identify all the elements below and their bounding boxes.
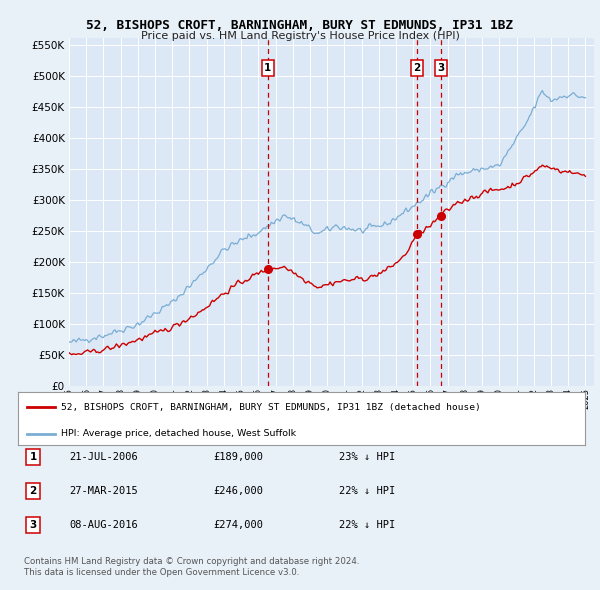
Text: 2: 2 bbox=[29, 486, 37, 496]
Text: Contains HM Land Registry data © Crown copyright and database right 2024.: Contains HM Land Registry data © Crown c… bbox=[24, 558, 359, 566]
Text: 2: 2 bbox=[413, 63, 421, 73]
Text: 1: 1 bbox=[29, 453, 37, 462]
Text: 52, BISHOPS CROFT, BARNINGHAM, BURY ST EDMUNDS, IP31 1BZ: 52, BISHOPS CROFT, BARNINGHAM, BURY ST E… bbox=[86, 19, 514, 32]
Text: 22% ↓ HPI: 22% ↓ HPI bbox=[339, 486, 395, 496]
Text: 3: 3 bbox=[437, 63, 445, 73]
Text: 22% ↓ HPI: 22% ↓ HPI bbox=[339, 520, 395, 530]
Text: HPI: Average price, detached house, West Suffolk: HPI: Average price, detached house, West… bbox=[61, 430, 296, 438]
Text: 52, BISHOPS CROFT, BARNINGHAM, BURY ST EDMUNDS, IP31 1BZ (detached house): 52, BISHOPS CROFT, BARNINGHAM, BURY ST E… bbox=[61, 403, 480, 412]
Text: 21-JUL-2006: 21-JUL-2006 bbox=[69, 453, 138, 462]
Text: Price paid vs. HM Land Registry's House Price Index (HPI): Price paid vs. HM Land Registry's House … bbox=[140, 31, 460, 41]
Text: 1: 1 bbox=[264, 63, 271, 73]
Text: £189,000: £189,000 bbox=[213, 453, 263, 462]
Text: £274,000: £274,000 bbox=[213, 520, 263, 530]
Text: 23% ↓ HPI: 23% ↓ HPI bbox=[339, 453, 395, 462]
Text: 27-MAR-2015: 27-MAR-2015 bbox=[69, 486, 138, 496]
Text: 3: 3 bbox=[29, 520, 37, 530]
Text: 08-AUG-2016: 08-AUG-2016 bbox=[69, 520, 138, 530]
Text: £246,000: £246,000 bbox=[213, 486, 263, 496]
Text: This data is licensed under the Open Government Licence v3.0.: This data is licensed under the Open Gov… bbox=[24, 568, 299, 577]
